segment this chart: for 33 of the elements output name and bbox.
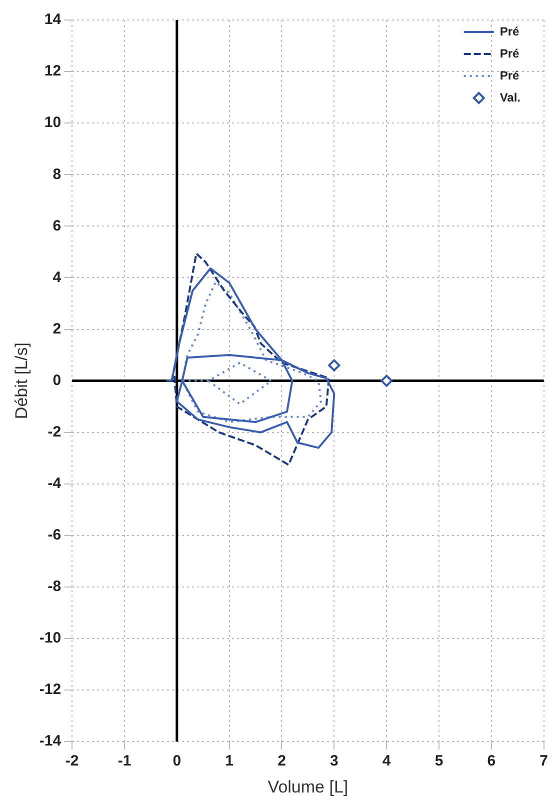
x-tick-label: 7 bbox=[540, 752, 548, 770]
y-axis-title: Débit [L/s] bbox=[12, 342, 31, 420]
x-tick-label: 0 bbox=[172, 752, 182, 770]
y-tick-label: -8 bbox=[48, 578, 62, 596]
y-tick-label: -2 bbox=[48, 423, 62, 440]
x-tick-label: 1 bbox=[225, 752, 234, 770]
y-tick-label: 14 bbox=[44, 11, 62, 28]
x-tick-label: 6 bbox=[487, 752, 496, 770]
y-tick-label: -6 bbox=[48, 526, 62, 544]
y-tick-label: 10 bbox=[44, 114, 62, 132]
y-tick-label: -12 bbox=[39, 681, 62, 698]
y-tick-label: 12 bbox=[44, 62, 62, 80]
x-tick-label: 2 bbox=[278, 752, 286, 770]
x-tick-label: 5 bbox=[434, 752, 444, 770]
y-tick-label: -14 bbox=[39, 732, 62, 750]
x-tick-label: -2 bbox=[65, 752, 79, 770]
y-tick-label: -10 bbox=[39, 630, 62, 647]
x-tick-label: 3 bbox=[330, 752, 338, 770]
y-tick-label: 2 bbox=[52, 320, 62, 338]
y-tick-label: 6 bbox=[52, 217, 62, 234]
y-tick-label: -4 bbox=[48, 475, 62, 492]
line-series bbox=[181, 280, 322, 424]
legend-label: Pré bbox=[500, 46, 520, 60]
y-tick-label: 4 bbox=[52, 268, 62, 286]
x-tick-label: -1 bbox=[118, 752, 132, 770]
x-axis-title: Volume [L] bbox=[268, 777, 348, 796]
y-tick-label: 8 bbox=[52, 166, 62, 183]
legend-label: Pré bbox=[500, 24, 520, 38]
y-tick-label: 0 bbox=[52, 372, 62, 389]
legend-label: Val. bbox=[500, 90, 521, 104]
x-tick-label: 4 bbox=[382, 752, 392, 770]
legend-label: Pré bbox=[500, 68, 520, 82]
line-series bbox=[170, 252, 330, 466]
